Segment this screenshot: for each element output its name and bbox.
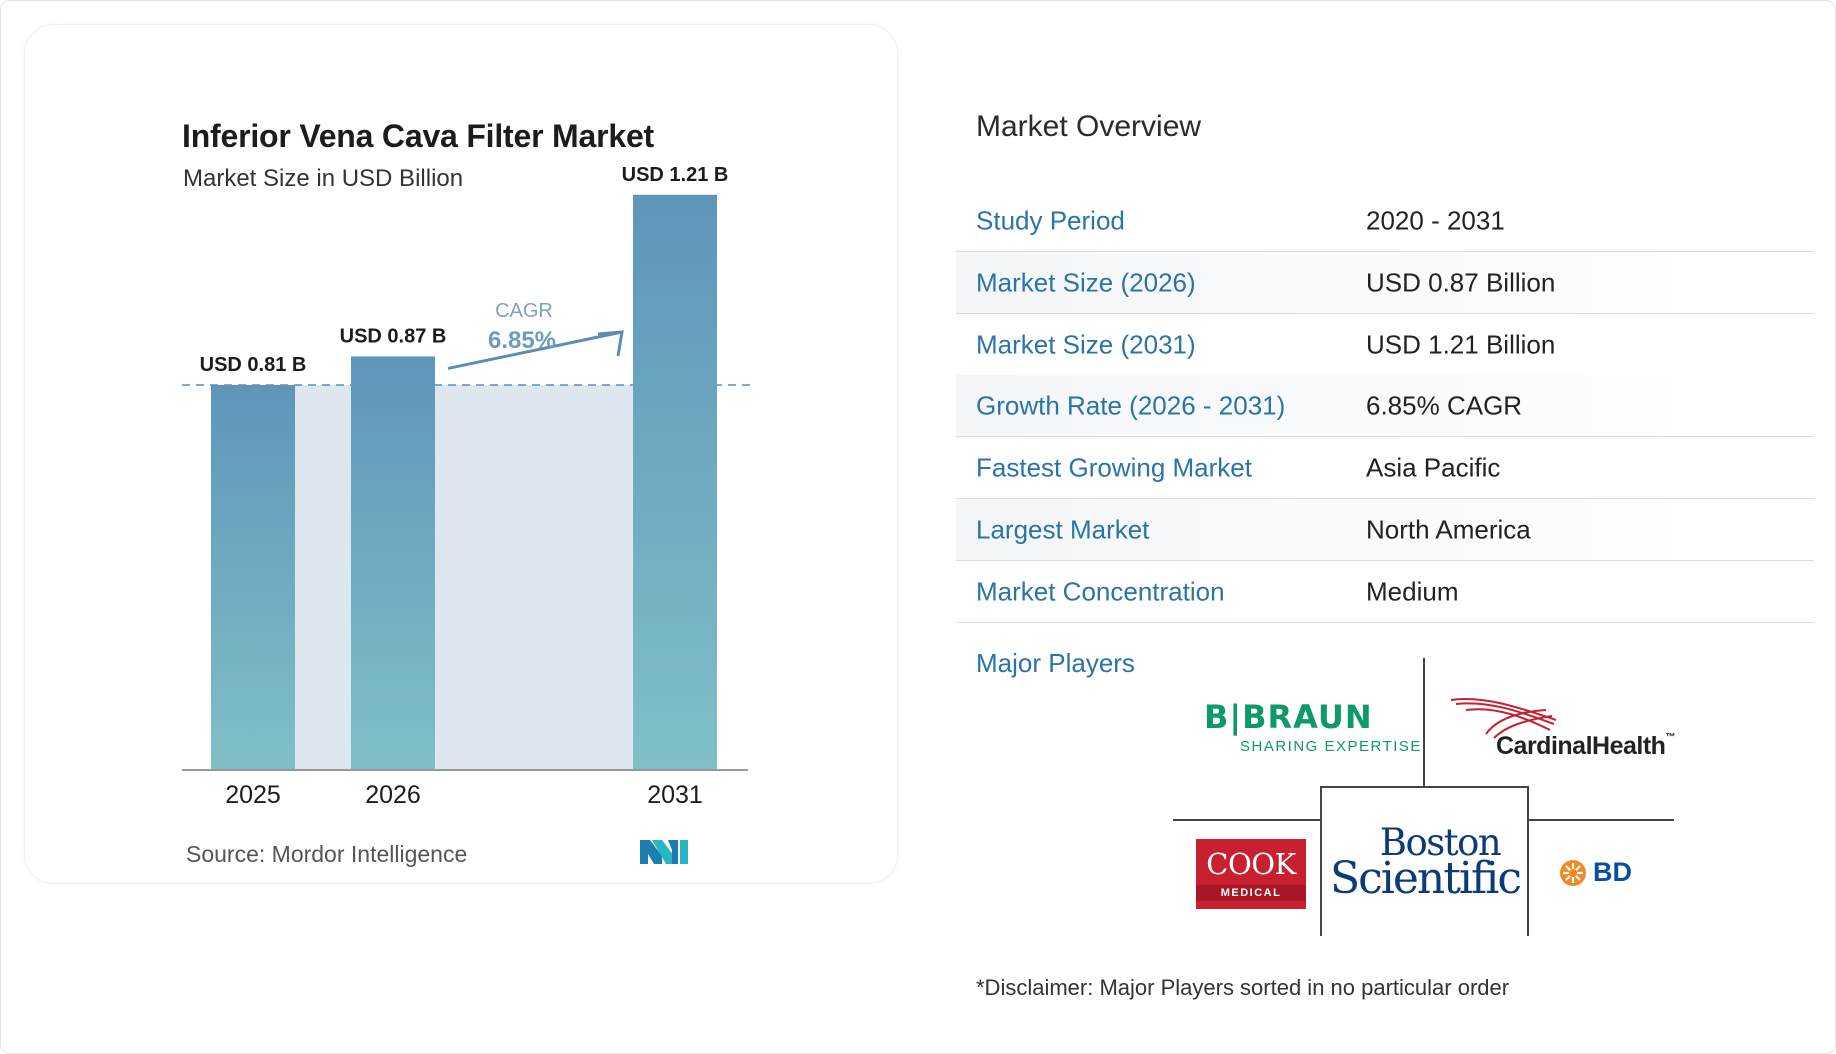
cook-name: COOK [1206, 847, 1296, 881]
overview-row-value: 2020 - 2031 [1366, 205, 1505, 235]
cardinal-health-logo: CardinalHealth™ [1446, 690, 1675, 770]
overview-title: Market Overview [976, 110, 1202, 143]
overview-row-value: 6.85% CAGR [1366, 390, 1523, 420]
overview-row-label: Largest Market [976, 514, 1150, 544]
overview-row: Fastest Growing Market Asia Pacific [956, 437, 1814, 499]
data-label-2026: USD 0.87 B [340, 325, 447, 347]
mordor-intelligence-logo-icon [640, 840, 688, 864]
overview-row-value: Medium [1366, 576, 1459, 606]
players-divider [1173, 819, 1321, 821]
bbraun-tagline: SHARING EXPERTISE [1240, 738, 1422, 755]
overview-row-label: Market Size (2031) [976, 329, 1196, 359]
overview-row-value: USD 0.87 Billion [1366, 267, 1556, 297]
overview-row: Market Size (2026) USD 0.87 Billion [956, 252, 1814, 314]
overview-row: Largest Market North America [956, 499, 1814, 561]
bar-2026 [351, 356, 435, 770]
tick-label-2025: 2025 [225, 781, 281, 809]
bd-logo: BD [1559, 857, 1632, 888]
bar-2031 [633, 194, 717, 771]
bar-chart: USD 0.81 B 2025 USD 0.87 B 2026 USD 1.21 B 20… [182, 164, 752, 809]
overview-row-label: Market Size (2026) [976, 267, 1196, 297]
overview-row-label: Fastest Growing Market [976, 452, 1252, 482]
cagr-arrow-head [597, 330, 624, 357]
cardinal-name: CardinalHealth [1496, 732, 1666, 760]
boston-scientific-logo: Boston Scientific [1330, 821, 1522, 905]
tick-label-2026: 2026 [365, 781, 421, 809]
overview-row: Growth Rate (2026 - 2031) 6.85% CAGR [956, 375, 1814, 437]
bd-sunburst-icon [1560, 859, 1586, 886]
boston-line1: Boston [1379, 821, 1502, 864]
chart-title: Inferior Vena Cava Filter Market [182, 118, 655, 154]
players-divider [1527, 786, 1529, 936]
cook-sub: MEDICAL [1196, 885, 1306, 901]
cagr-value: 6.85% [488, 327, 556, 354]
boston-line2: Scientific [1330, 853, 1522, 905]
players-divider [1527, 819, 1674, 821]
major-players-label: Major Players [976, 648, 1135, 678]
players-divider [1320, 786, 1322, 936]
overview-row-value: Asia Pacific [1366, 452, 1501, 482]
cagr-arrow [447, 330, 623, 370]
tick-label-2031: 2031 [647, 781, 703, 809]
players-divider [1320, 786, 1529, 788]
bar-2025 [211, 384, 295, 770]
overview-row: Study Period 2020 - 2031 [956, 190, 1814, 252]
cagr-label: CAGR [495, 300, 553, 322]
data-label-2031: USD 1.21 B [622, 164, 729, 186]
bd-name: BD [1593, 857, 1632, 887]
bbraun-name: B|BRAUN [1204, 698, 1373, 736]
overview-row-value: North America [1366, 514, 1531, 544]
players-divider [1423, 658, 1425, 786]
overview-row-label: Growth Rate (2026 - 2031) [976, 390, 1286, 420]
overview-row: Market Concentration Medium [956, 561, 1814, 623]
bbraun-logo: B|BRAUN SHARING EXPERTISE [1204, 698, 1422, 755]
cardinal-tm: ™ [1665, 732, 1675, 743]
overview-row: Market Size (2031) USD 1.21 Billion [956, 314, 1814, 376]
chart-subtitle: Market Size in USD Billion [183, 165, 464, 192]
overview-row-value: USD 1.21 Billion [1366, 329, 1556, 359]
cook-medical-logo: COOK MEDICAL [1196, 839, 1306, 909]
overview-row-label: Study Period [976, 205, 1125, 235]
disclaimer: *Disclaimer: Major Players sorted in no … [976, 975, 1510, 1000]
cardinal-swoosh-icon [1450, 698, 1557, 739]
overview-row-label: Market Concentration [976, 576, 1225, 606]
source-label: Source: Mordor Intelligence [186, 841, 468, 867]
data-label-2025: USD 0.81 B [200, 354, 307, 376]
